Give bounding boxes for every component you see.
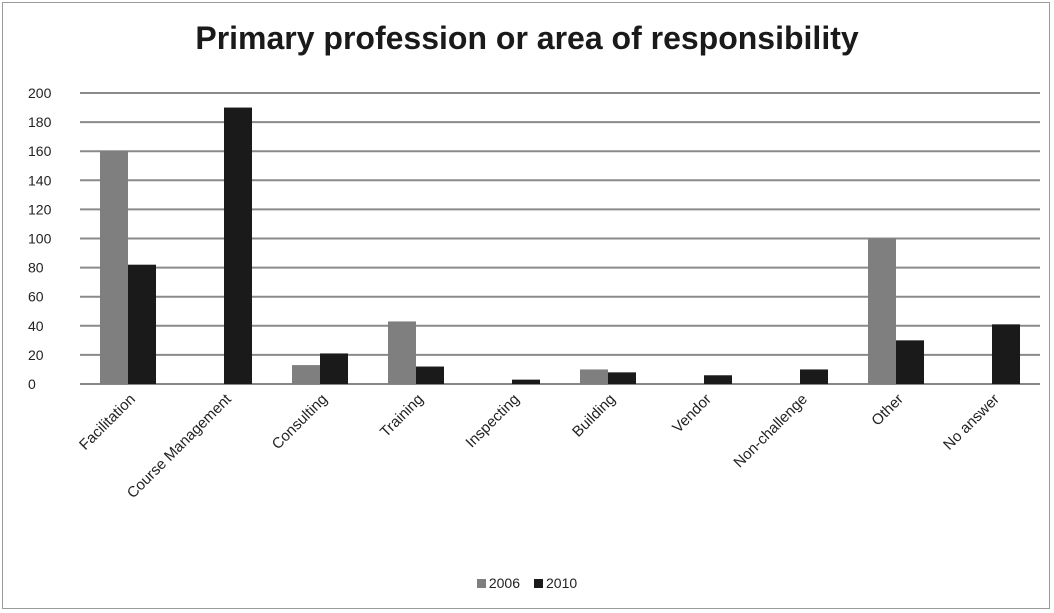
y-tick-label: 160	[28, 143, 52, 159]
x-category-label: Facilitation	[76, 391, 139, 454]
legend-label: 2006	[488, 575, 520, 591]
bar-2010-other	[896, 340, 924, 384]
y-tick-label: 0	[28, 376, 36, 392]
x-category-label: No answer	[940, 391, 1003, 454]
x-category-label: Vendor	[669, 391, 715, 437]
x-category-label: Other	[868, 391, 907, 430]
bars	[100, 107, 1020, 385]
bar-2010-inspecting	[512, 379, 540, 384]
x-category-label: Inspecting	[462, 391, 522, 451]
bar-2010-vendor	[704, 375, 732, 384]
y-tick-label: 140	[28, 172, 52, 188]
bar-2010-building	[608, 372, 636, 384]
x-category-label: Non-challenge	[730, 391, 810, 471]
legend-swatch	[476, 578, 486, 588]
legend-swatch	[534, 578, 543, 588]
y-tick-label: 80	[28, 260, 44, 276]
bar-2006-facilitation	[100, 151, 128, 384]
chart-title: Primary profession or area of responsibi…	[195, 20, 859, 56]
legend: 2006 2010	[0, 575, 1054, 591]
bar-2010-facilitation	[128, 264, 156, 384]
x-category-label: Training	[377, 391, 427, 441]
bar-2006-consulting	[292, 365, 320, 384]
y-tick-label: 40	[28, 318, 44, 334]
bar-2010-consulting	[320, 353, 348, 384]
bar-2006-building	[580, 369, 608, 384]
y-tick-label: 120	[28, 201, 52, 217]
legend-label: 2010	[546, 575, 578, 591]
x-category-label: Consulting	[269, 391, 331, 453]
bar-2010-no-answer	[992, 324, 1020, 384]
y-tick-label: 20	[28, 347, 44, 363]
y-tick-label: 60	[28, 289, 44, 305]
y-tick-label: 200	[28, 85, 52, 101]
legend-item-2006: 2006	[476, 575, 520, 591]
bar-2006-training	[388, 321, 416, 384]
legend-item-2010: 2010	[534, 575, 577, 591]
bar-2006-other	[868, 238, 896, 384]
bar-2010-course-management	[224, 107, 252, 385]
x-category-label: Building	[569, 391, 619, 441]
y-tick-label: 100	[28, 231, 52, 247]
y-tick-label: 180	[28, 114, 52, 130]
y-axis-ticks: 0 20 40 60 80 100 120 140 160 180 200	[28, 85, 52, 392]
bar-2010-non-challenge	[800, 369, 828, 384]
bar-2010-training	[416, 366, 444, 384]
x-category-label: Course Management	[124, 390, 236, 502]
